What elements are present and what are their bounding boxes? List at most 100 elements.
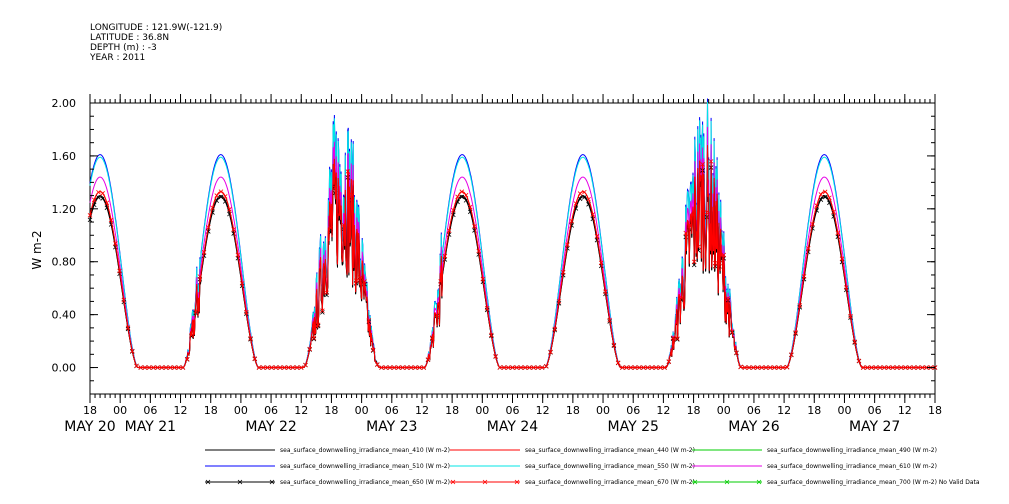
series-marker	[577, 196, 583, 202]
series-marker	[700, 162, 705, 167]
series-marker	[831, 209, 836, 215]
y-tick-label: 1.20	[52, 203, 77, 216]
series-marker	[797, 303, 803, 308]
x-tick-label: 00	[355, 404, 369, 417]
series-marker	[172, 365, 177, 370]
series-marker	[674, 336, 680, 341]
series-marker	[497, 365, 503, 370]
series-marker	[193, 309, 198, 314]
series-marker	[683, 230, 689, 236]
series-marker	[594, 233, 600, 239]
series-marker	[239, 281, 245, 286]
series-marker	[311, 335, 317, 341]
series-marker	[328, 225, 334, 231]
x-tick-label: 18	[807, 404, 821, 417]
series-marker	[489, 332, 494, 338]
series-marker	[670, 335, 676, 341]
series-marker	[138, 365, 143, 370]
x-tick-label: 06	[747, 404, 761, 417]
series-marker	[801, 274, 807, 279]
series-marker	[539, 365, 545, 370]
series-marker	[717, 260, 722, 266]
x-tick-label: 00	[717, 404, 731, 417]
series-marker	[810, 221, 815, 227]
series-marker	[662, 365, 667, 370]
series-marker	[890, 365, 896, 370]
series-marker	[256, 365, 262, 370]
axis-ticks: 0.00 0.40 0.80 1.20 1.60 2.00 18 00 06 12 18 00 06 12…	[52, 94, 942, 435]
series-marker	[451, 207, 456, 213]
legend-marker	[756, 479, 762, 485]
series-marker	[463, 192, 469, 198]
legend-marker	[269, 479, 275, 485]
y-axis-label: W m-2	[30, 230, 44, 269]
series-marker	[687, 223, 693, 228]
series-marker	[582, 195, 587, 200]
series-marker	[294, 365, 300, 370]
series-marker	[611, 342, 617, 348]
series-marker	[146, 365, 152, 370]
series-marker	[518, 365, 524, 370]
series-marker	[151, 365, 156, 370]
series-marker	[641, 365, 646, 370]
series-lines	[87, 98, 938, 370]
series-marker	[721, 252, 727, 258]
series-marker	[628, 365, 634, 370]
series-marker	[860, 365, 866, 370]
series-marker	[91, 197, 97, 203]
series-marker	[315, 322, 321, 328]
longitude-text: LONGITUDE : 121.9W(-121.9)	[90, 23, 222, 33]
series-marker	[877, 365, 883, 370]
series-marker	[387, 365, 393, 370]
legend-marker	[450, 479, 456, 485]
series-marker	[531, 365, 536, 370]
series-marker	[159, 365, 165, 370]
series-marker	[400, 365, 405, 370]
series-marker	[100, 196, 105, 201]
series-marker	[129, 348, 135, 354]
date-label: MAY 20	[64, 419, 115, 435]
series-marker	[679, 295, 684, 301]
x-tick-label: 06	[506, 404, 520, 417]
series-marker	[201, 249, 207, 255]
depth-text: DEPTH (m) : -3	[90, 43, 157, 53]
series-marker	[311, 336, 317, 342]
legend-entry-label: sea_surface_downwelling_irradiance_mean_…	[525, 447, 695, 454]
series-marker	[235, 252, 241, 258]
x-tick-label: 12	[536, 404, 550, 417]
series-marker	[125, 325, 131, 330]
series-marker	[189, 333, 194, 338]
series-marker	[341, 222, 346, 228]
series-marker	[324, 290, 329, 296]
series-marker	[408, 365, 414, 370]
series-marker	[459, 194, 465, 200]
series-marker	[167, 365, 173, 370]
series-marker	[269, 365, 274, 370]
series-marker	[396, 365, 401, 370]
x-tick-label: 12	[294, 404, 308, 417]
series-marker	[370, 347, 376, 353]
series-marker	[349, 192, 355, 198]
series-marker	[920, 365, 925, 370]
series-marker	[527, 365, 532, 370]
series-marker	[544, 363, 549, 369]
series-marker	[332, 185, 338, 190]
series-marker	[746, 365, 752, 370]
series-marker	[903, 365, 908, 370]
series-marker	[645, 365, 650, 370]
series-marker	[873, 365, 879, 370]
series-marker	[789, 352, 794, 357]
series-marker	[505, 365, 511, 370]
series-marker	[751, 365, 756, 370]
legend-entry-label: sea_surface_downwelling_irradiance_mean_…	[767, 479, 980, 486]
series-marker	[375, 362, 380, 367]
year-text: YEAR : 2011	[89, 53, 145, 63]
date-label: MAY 25	[608, 419, 659, 435]
series-marker	[290, 365, 296, 370]
series-marker	[827, 195, 832, 201]
series-marker	[117, 268, 122, 274]
series-marker	[286, 365, 291, 370]
legend-marker	[482, 479, 488, 485]
series-marker	[653, 365, 659, 370]
series-marker	[501, 365, 507, 370]
